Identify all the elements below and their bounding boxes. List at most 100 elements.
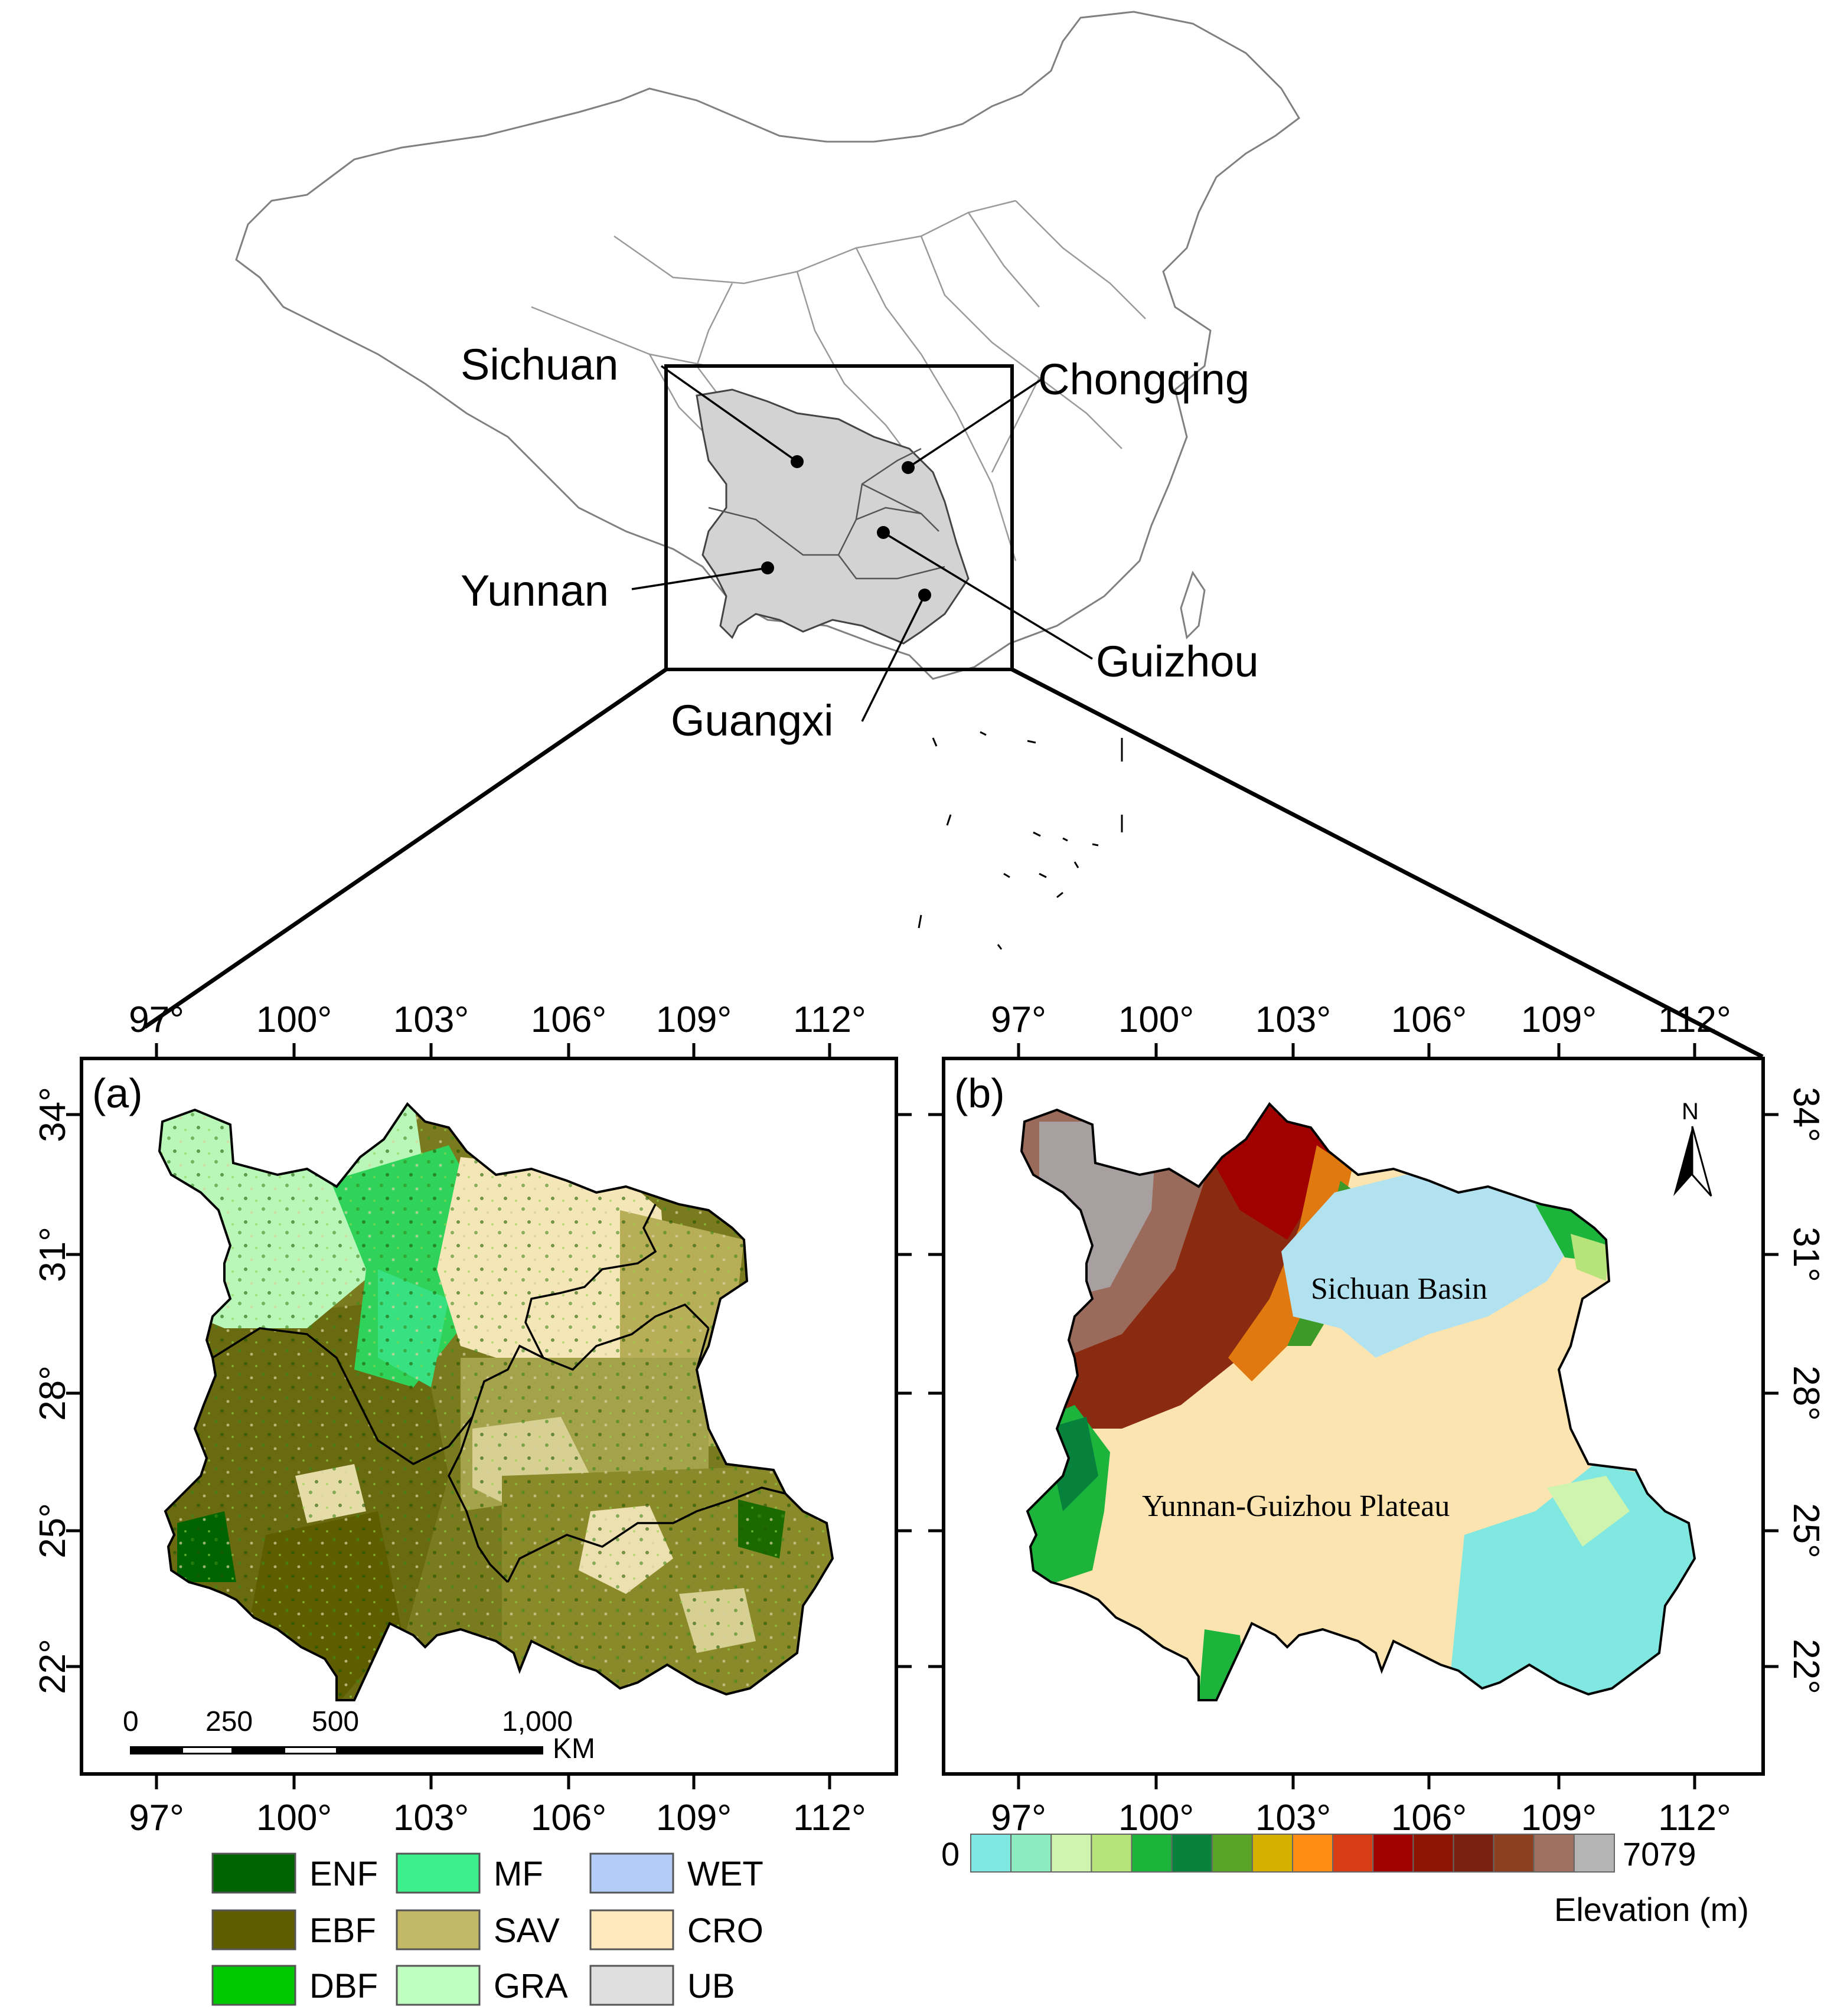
scale-tick-500: 500 xyxy=(312,1706,359,1737)
panel-a: (a) 0 250 500 1,000 KM xyxy=(80,1057,898,1776)
lon-label-bottom-pb-0: 97° xyxy=(991,1798,1046,1838)
province-labels: Sichuan Chongqing Yunnan Guizhou Guangxi xyxy=(461,340,1259,745)
landcover-swatch-enf xyxy=(211,1852,296,1894)
lon-label-top-pa-0: 97° xyxy=(129,999,184,1040)
label-chongqing: Chongqing xyxy=(1038,355,1249,404)
landcover-label-ebf: EBF xyxy=(309,1912,376,1950)
lon-label-top-pb-4: 109° xyxy=(1521,999,1597,1040)
lon-label-top-pa-2: 103° xyxy=(393,999,469,1040)
landcover-label-dbf: DBF xyxy=(309,1967,378,2005)
lon-label-bottom-pa-0: 97° xyxy=(129,1798,184,1838)
elevation-min-label: 0 xyxy=(941,1835,960,1873)
lon-label-top-pb-3: 106° xyxy=(1391,999,1467,1040)
lon-label-top-pb-0: 97° xyxy=(991,999,1046,1040)
lon-label-top-pa-1: 100° xyxy=(256,999,332,1040)
north-arrow-label: N xyxy=(1682,1099,1699,1125)
panel-b: (b) Sichuan Basin Yunnan-Guizhou Plateau… xyxy=(942,1057,1765,1776)
region-label-yunnan-guizhou-plateau: Yunnan-Guizhou Plateau xyxy=(1142,1489,1450,1523)
lat-label-left-0: 34° xyxy=(32,1087,73,1142)
study-area-province-boundaries xyxy=(708,447,945,580)
scale-tick-0: 0 xyxy=(123,1706,139,1737)
elevation-swatch-14 xyxy=(1533,1834,1575,1873)
elevation-swatch-5 xyxy=(1171,1834,1213,1873)
north-arrow: N xyxy=(1673,1099,1712,1197)
landcover-swatch-wet xyxy=(589,1852,674,1894)
lon-label-top-pa-3: 106° xyxy=(531,999,606,1040)
lon-label-bottom-pb-4: 109° xyxy=(1521,1798,1597,1838)
lat-label-right-3: 25° xyxy=(1786,1503,1826,1558)
landcover-swatch-cro xyxy=(589,1909,674,1950)
elevation-swatch-10 xyxy=(1372,1834,1414,1873)
lat-label-right-2: 28° xyxy=(1786,1365,1826,1421)
label-guangxi: Guangxi xyxy=(671,696,834,745)
panel-a-province-boundaries xyxy=(212,1204,786,1583)
elevation-swatch-13 xyxy=(1493,1834,1535,1873)
scale-tick-1000: 1,000 xyxy=(502,1706,573,1737)
elevation-swatch-6 xyxy=(1211,1834,1253,1873)
scale-tick-250: 250 xyxy=(205,1706,253,1737)
lat-label-right-1: 31° xyxy=(1786,1227,1826,1282)
china-outline xyxy=(235,11,1300,680)
lon-label-bottom-pb-5: 112° xyxy=(1658,1798,1731,1838)
elevation-swatch-12 xyxy=(1453,1834,1494,1873)
lon-label-bottom-pa-1: 100° xyxy=(256,1798,332,1838)
lon-label-bottom-pa-4: 109° xyxy=(656,1798,732,1838)
elevation-swatch-9 xyxy=(1332,1834,1374,1873)
elevation-swatch-1 xyxy=(1010,1834,1052,1873)
elevation-swatch-2 xyxy=(1050,1834,1092,1873)
scale-bar: 0 250 500 1,000 KM xyxy=(123,1706,595,1765)
lat-label-left-2: 28° xyxy=(32,1365,73,1421)
landcover-swatch-gra xyxy=(396,1965,481,2006)
landcover-label-ub: UB xyxy=(687,1967,735,2005)
label-yunnan: Yunnan xyxy=(461,566,609,615)
elevation-swatch-11 xyxy=(1412,1834,1454,1873)
elevation-legend: 0 7079 Elevation (m) xyxy=(941,1834,1749,1928)
elevation-swatch-0 xyxy=(970,1834,1012,1873)
elevation-max-label: 7079 xyxy=(1623,1835,1696,1873)
label-guizhou: Guizhou xyxy=(1096,637,1259,686)
panel-b-label: (b) xyxy=(954,1070,1005,1116)
china-overview-map xyxy=(235,11,1300,950)
lat-label-left-1: 31° xyxy=(32,1227,73,1282)
zoom-line-left xyxy=(143,668,667,1029)
elevation-swatch-8 xyxy=(1292,1834,1334,1873)
lon-label-bottom-pb-1: 100° xyxy=(1118,1798,1194,1838)
landcover-swatch-ub xyxy=(589,1965,674,2006)
lon-label-bottom-pa-2: 103° xyxy=(393,1798,469,1838)
elevation-swatch-3 xyxy=(1091,1834,1133,1873)
scale-unit: KM xyxy=(553,1733,595,1765)
label-sichuan: Sichuan xyxy=(461,340,618,389)
elevation-swatch-15 xyxy=(1573,1834,1615,1873)
lon-label-bottom-pb-3: 106° xyxy=(1391,1798,1467,1838)
elevation-swatch-7 xyxy=(1251,1834,1293,1873)
landcover-swatch-dbf xyxy=(211,1965,296,2006)
elevation-legend-title: Elevation (m) xyxy=(1554,1891,1749,1928)
lon-label-top-pb-2: 103° xyxy=(1255,999,1331,1040)
lat-label-left-3: 25° xyxy=(32,1503,73,1558)
panel-a-label: (a) xyxy=(92,1070,143,1116)
landcover-swatch-sav xyxy=(396,1909,481,1950)
lon-label-bottom-pb-2: 103° xyxy=(1255,1798,1331,1838)
lon-label-top-pa-4: 109° xyxy=(656,999,732,1040)
landcover-label-sav: SAV xyxy=(494,1912,560,1950)
lon-label-bottom-pa-5: 112° xyxy=(793,1798,866,1838)
landcover-label-mf: MF xyxy=(494,1855,543,1893)
taiwan-outline xyxy=(1180,570,1206,640)
lon-label-top-pb-1: 100° xyxy=(1118,999,1194,1040)
landcover-label-gra: GRA xyxy=(494,1967,568,2005)
lat-label-right-0: 34° xyxy=(1786,1087,1826,1142)
elevation-swatch-4 xyxy=(1131,1834,1173,1873)
landcover-label-cro: CRO xyxy=(687,1912,763,1950)
landcover-swatch-ebf xyxy=(211,1909,296,1950)
landcover-label-enf: ENF xyxy=(309,1855,378,1893)
lat-label-left-4: 22° xyxy=(32,1639,73,1694)
south-china-sea-islands xyxy=(918,731,1123,950)
lat-label-right-4: 22° xyxy=(1786,1639,1826,1694)
landcover-legend: ENF MF WET EBF SAV CRO DBF GRA UB xyxy=(211,1852,763,2006)
landcover-swatch-mf xyxy=(396,1852,481,1894)
landcover-label-wet: WET xyxy=(687,1855,763,1893)
graticule: 97° 97° 100° 100° 103° 103° 106° 106° 109° 109° 11… xyxy=(32,999,1826,1838)
zoom-line-right xyxy=(1011,667,1764,1059)
lon-label-top-pa-5: 112° xyxy=(793,999,866,1040)
